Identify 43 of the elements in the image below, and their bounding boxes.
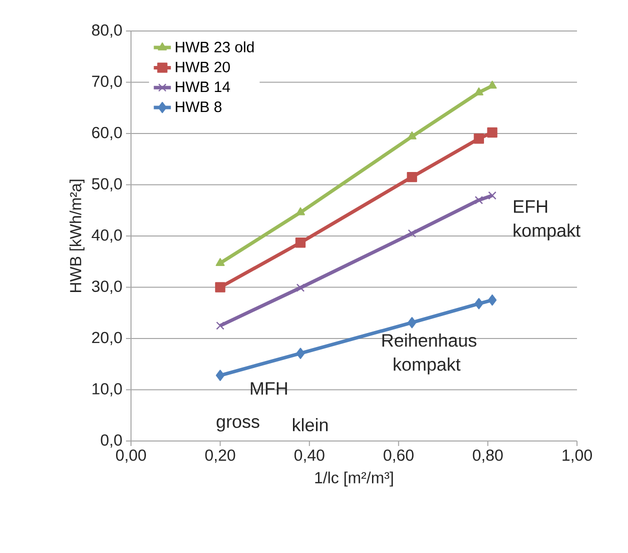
x-tick-label: 0,40 — [294, 450, 324, 463]
annotation: MFH — [250, 382, 287, 395]
point — [474, 87, 484, 96]
x-tick-label: 0,60 — [384, 450, 414, 463]
point — [295, 238, 306, 248]
y-tick-label: 0,0 — [100, 434, 122, 448]
x-tick-label: 1,00 — [562, 450, 592, 463]
legend-label: HWB 8 — [176, 102, 222, 112]
x-tick-label: 0,00 — [116, 450, 146, 463]
point — [408, 317, 416, 328]
point — [296, 284, 305, 292]
annotation: Reihenhaus kompakt — [382, 334, 476, 374]
x-tick-label: 0,20 — [205, 450, 236, 463]
legend-label: HWB 14 — [176, 82, 230, 92]
point — [474, 134, 484, 144]
point — [408, 229, 416, 238]
point — [215, 282, 226, 292]
y-tick-label: 40,0 — [92, 229, 122, 243]
point — [474, 298, 484, 310]
annotation: EFH kompakt — [514, 200, 580, 240]
y-tick-label: 80,0 — [92, 24, 122, 38]
point — [296, 348, 305, 359]
point — [216, 258, 225, 266]
y-tick-label: 30,0 — [92, 280, 122, 294]
point — [474, 196, 484, 204]
point — [488, 191, 496, 200]
y-tick-label: 10,0 — [92, 383, 122, 396]
y-tick-label: 20,0 — [92, 332, 122, 346]
y-tick-label: 50,0 — [92, 178, 122, 192]
y-axis-title: HWB [kWh/m²a] — [70, 180, 84, 292]
point — [488, 294, 497, 306]
point — [406, 172, 418, 182]
x-tick-label: 0,80 — [472, 450, 503, 463]
point — [487, 127, 498, 138]
y-tick-label: 60,0 — [92, 126, 122, 140]
legend-label: HWB 23 old — [176, 41, 254, 52]
legend-label: HWB 20 — [176, 62, 230, 72]
point — [216, 322, 224, 330]
annotation: klein — [292, 418, 328, 432]
point — [216, 370, 225, 381]
y-tick-label: 70,0 — [92, 76, 122, 89]
annotation: gross — [216, 418, 260, 432]
x-axis-title: 1/lc [m²/m³] — [315, 472, 393, 487]
